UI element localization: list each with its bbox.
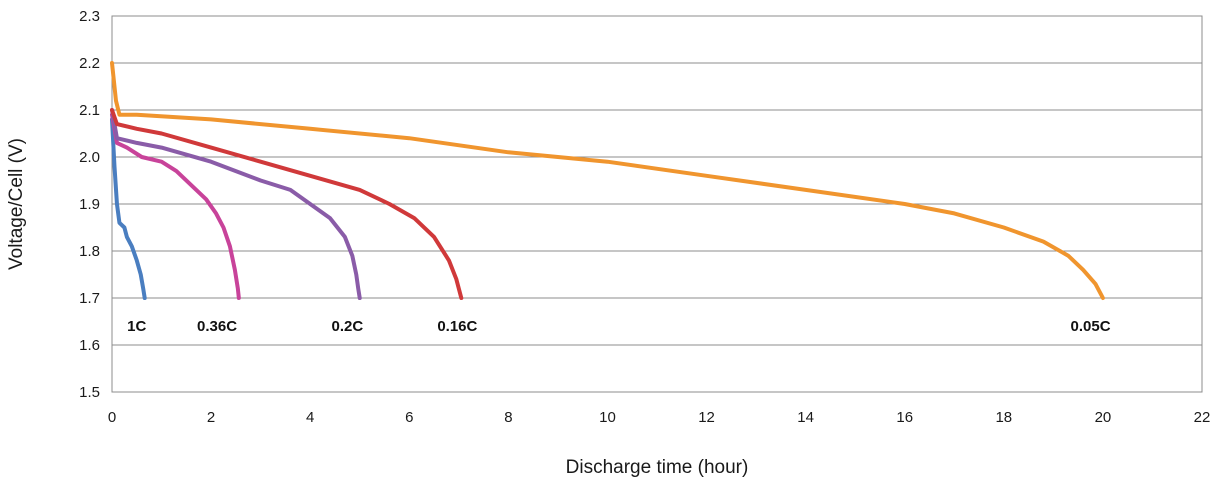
y-axis-title: Voltage/Cell (V): [6, 138, 27, 270]
series-line-02c: [110, 108, 362, 300]
series-labels: 1C 0.36C 0.2C 0.16C 0.05C: [127, 318, 1111, 335]
y-tick-label: 1.6: [79, 337, 100, 354]
y-tick-label: 1.5: [79, 384, 100, 401]
series-line-1c: [110, 117, 147, 300]
y-tick-label: 1.7: [79, 290, 100, 307]
x-tick-labels: 0 2 4 6 8 10 12 14 16 18 20 22: [108, 409, 1211, 426]
y-tick-label: 1.9: [79, 196, 100, 213]
series-label-016c: 0.16C: [437, 318, 477, 335]
x-tick-label: 22: [1194, 409, 1211, 426]
y-tick-label: 2.2: [79, 55, 100, 72]
series-line-005c: [110, 61, 1105, 300]
grid-lines: [112, 15, 1202, 393]
x-tick-label: 6: [405, 409, 413, 426]
y-tick-label: 1.8: [79, 243, 100, 260]
x-tick-label: 2: [207, 409, 215, 426]
x-axis-title: Discharge time (hour): [566, 457, 749, 478]
x-tick-label: 0: [108, 409, 116, 426]
y-tick-labels: 1.5 1.6 1.7 1.8 1.9 2.0 2.1 2.2 2.3: [79, 8, 100, 401]
x-tick-label: 16: [896, 409, 913, 426]
x-tick-label: 18: [995, 409, 1012, 426]
series-label-036c: 0.36C: [197, 318, 237, 335]
x-tick-label: 20: [1095, 409, 1112, 426]
y-tick-label: 2.3: [79, 8, 100, 25]
x-tick-label: 10: [599, 409, 616, 426]
series-label-005c: 0.05C: [1071, 318, 1111, 335]
x-tick-label: 8: [504, 409, 512, 426]
series-line-036c: [110, 112, 241, 300]
y-tick-label: 2.0: [79, 149, 100, 166]
series-label-02c: 0.2C: [331, 318, 363, 335]
plot-frame: [111, 15, 1203, 393]
x-tick-label: 4: [306, 409, 314, 426]
series-lines: [110, 61, 1105, 300]
y-tick-label: 2.1: [79, 102, 100, 119]
x-tick-label: 14: [797, 409, 814, 426]
x-tick-label: 12: [698, 409, 715, 426]
series-label-1c: 1C: [127, 318, 146, 335]
series-line-016c: [110, 108, 464, 300]
